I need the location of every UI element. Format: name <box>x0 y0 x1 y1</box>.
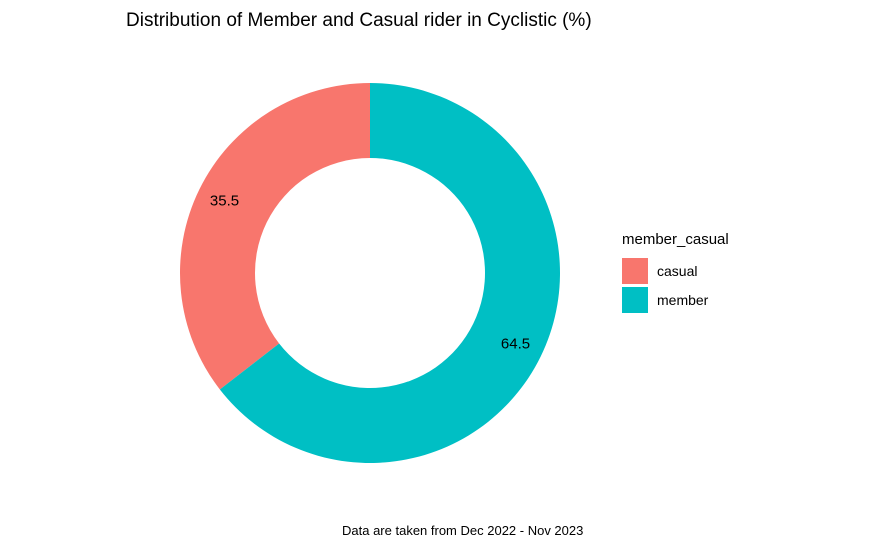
legend: member_casual casual member <box>622 230 729 314</box>
legend-item-casual: casual <box>622 256 729 285</box>
legend-key-member <box>622 286 648 313</box>
data-label-member: 64.5 <box>501 335 530 352</box>
legend-label-member: member <box>657 291 709 308</box>
legend-key-casual <box>622 257 648 284</box>
data-label-casual: 35.5 <box>210 193 239 210</box>
legend-items: casual member <box>622 256 729 314</box>
chart-title: Distribution of Member and Casual rider … <box>126 10 592 31</box>
slice-casual <box>180 83 370 390</box>
legend-label-casual: casual <box>657 262 698 279</box>
legend-title: member_casual <box>622 231 729 248</box>
legend-item-member: member <box>622 285 729 314</box>
chart-caption: Data are taken from Dec 2022 - Nov 2023 <box>342 523 584 538</box>
slice-member <box>219 83 560 464</box>
